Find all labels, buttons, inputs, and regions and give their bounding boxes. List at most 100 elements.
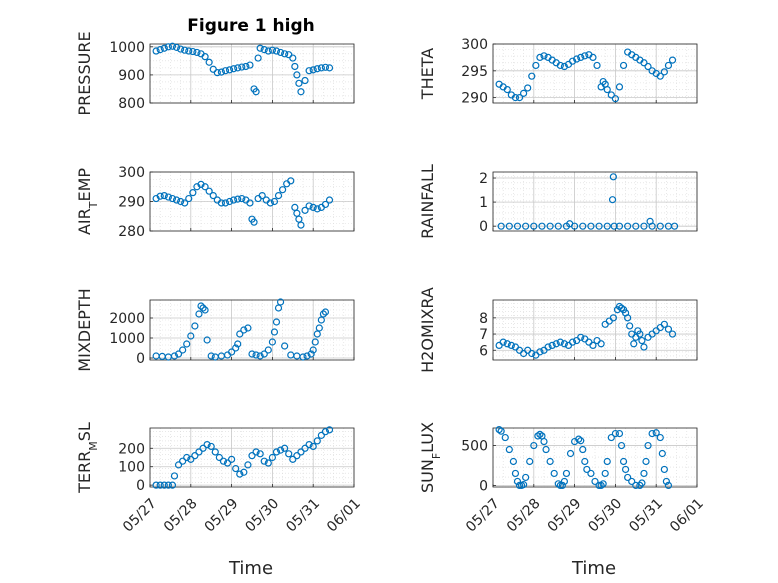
data-point	[242, 62, 250, 71]
data-point	[503, 340, 511, 348]
data-point	[272, 318, 281, 326]
data-point	[611, 95, 620, 103]
data-point	[274, 192, 283, 200]
data-point	[170, 472, 179, 480]
data-point	[640, 222, 648, 230]
data-point	[160, 192, 168, 200]
data-point	[632, 222, 640, 230]
data-point	[608, 196, 617, 204]
data-point	[268, 338, 276, 346]
data-point	[250, 218, 258, 226]
plot-area-1	[150, 44, 354, 103]
y-tick-label: 1000	[109, 331, 145, 347]
data-point	[152, 47, 160, 55]
data-point	[570, 222, 579, 230]
data-point	[611, 429, 620, 438]
y-tick-label: 800	[118, 96, 145, 112]
data-point	[624, 314, 632, 322]
data-point	[299, 353, 307, 361]
data-point	[234, 64, 242, 72]
data-point	[268, 453, 276, 462]
data-point	[189, 47, 197, 56]
y-tick-label: 500	[461, 439, 488, 455]
data-point	[197, 302, 205, 310]
data-point	[297, 88, 305, 96]
data-point	[560, 340, 569, 348]
y-tick-label: 300	[118, 165, 145, 181]
data-point	[528, 349, 536, 358]
data-point	[228, 455, 236, 463]
ylabel-4: RAINFALL	[418, 164, 437, 239]
data-point	[264, 459, 272, 467]
data-point	[638, 479, 646, 487]
y-tick-label: 8	[479, 311, 488, 327]
y-tick-label: 300	[461, 37, 488, 53]
x-tick-label: 06/01	[667, 496, 707, 536]
data-point	[191, 452, 199, 460]
x-tick-label: 05/27	[120, 496, 160, 536]
data-point	[268, 46, 276, 54]
data-point	[313, 437, 321, 445]
data-point	[225, 66, 234, 74]
data-point	[577, 53, 585, 62]
data-point	[234, 340, 242, 348]
data-point	[511, 94, 520, 102]
figure-title: Figure 1 high	[187, 16, 315, 36]
data-point	[548, 341, 556, 350]
data-point	[628, 477, 636, 486]
data-point	[568, 338, 577, 346]
data-point	[274, 304, 283, 312]
data-point	[168, 194, 177, 203]
data-point	[566, 449, 575, 458]
data-point	[664, 325, 673, 333]
data-point	[191, 322, 199, 330]
data-point	[591, 477, 599, 486]
x-tick-label: 05/29	[202, 496, 242, 536]
data-point	[244, 324, 252, 332]
data-point	[581, 457, 589, 466]
data-point	[321, 428, 330, 436]
data-point	[577, 333, 585, 341]
data-point	[172, 196, 181, 204]
data-point	[603, 85, 611, 94]
axes-box-7	[149, 427, 355, 488]
xlabel-right: Time	[571, 558, 616, 579]
x-tick-label: 05/29	[545, 496, 585, 536]
data-point	[668, 56, 677, 64]
data-point	[252, 88, 260, 96]
data-point	[279, 186, 287, 194]
data-point	[607, 433, 615, 442]
data-point	[321, 63, 330, 71]
data-point	[248, 350, 256, 358]
axes-box-8	[492, 427, 698, 488]
data-point	[207, 352, 215, 360]
data-point	[644, 441, 652, 450]
data-point	[281, 444, 289, 452]
data-point	[236, 470, 244, 478]
data-point	[534, 432, 542, 440]
data-point	[658, 449, 666, 458]
data-point	[526, 457, 534, 466]
data-point	[230, 65, 238, 73]
data-point	[536, 53, 544, 62]
data-point	[246, 199, 254, 207]
x-tick-label: 05/27	[463, 496, 503, 536]
data-point	[313, 205, 321, 213]
data-point	[595, 481, 603, 490]
data-point	[321, 308, 330, 316]
axes-box-1	[149, 43, 355, 104]
data-point	[252, 448, 260, 456]
data-point	[522, 222, 530, 230]
data-point	[193, 48, 201, 57]
data-point	[540, 437, 548, 446]
data-point	[589, 341, 597, 350]
xlabel-left: Time	[228, 558, 273, 579]
data-point	[221, 199, 230, 207]
data-point	[560, 62, 569, 71]
data-point	[325, 64, 334, 72]
data-point	[183, 453, 191, 462]
y-tick-label: 2	[479, 171, 488, 187]
data-point	[313, 65, 321, 73]
data-point	[668, 330, 677, 338]
